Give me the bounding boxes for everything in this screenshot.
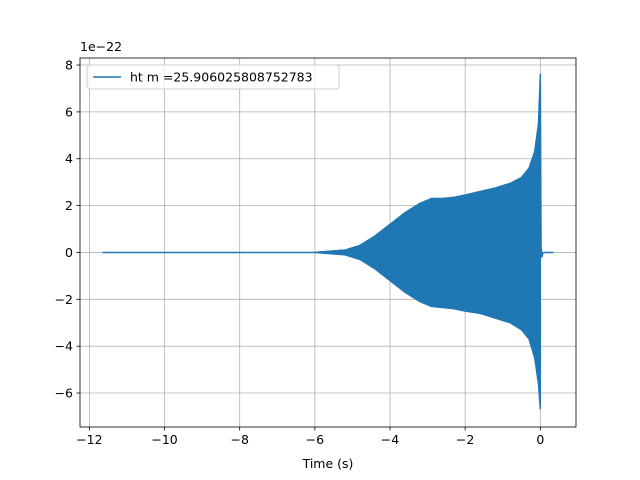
y-tick-label: 6	[65, 104, 73, 119]
x-tick-label: −2	[456, 432, 474, 447]
series-layer	[102, 73, 554, 410]
series-line	[102, 73, 554, 410]
legend-box	[86, 64, 340, 90]
plot-area	[102, 73, 554, 410]
x-tick-label: 0	[536, 432, 544, 447]
y-tick-label: 2	[65, 198, 73, 213]
y-tick-label: 4	[65, 151, 73, 166]
x-tick-label: −8	[230, 432, 248, 447]
plot-frame	[79, 57, 577, 428]
x-tick-label: −6	[306, 432, 324, 447]
x-tick-label: −10	[151, 432, 177, 447]
x-axis-label: Time (s)	[302, 456, 354, 471]
y-axis: −6 −4 −2 0 2 4 6 8	[55, 58, 80, 401]
x-axis: −12 −10 −8 −6 −4 −2 0	[76, 427, 544, 447]
legend: ht m =25.906025808752783	[86, 64, 340, 90]
x-tick-label: −4	[381, 432, 399, 447]
y-offset-text: 1e−22	[80, 39, 122, 54]
y-tick-label: −2	[55, 292, 73, 307]
y-tick-label: −6	[55, 386, 73, 401]
y-tick-label: 0	[65, 245, 73, 260]
x-tick-label: −12	[76, 432, 102, 447]
y-tick-label: −4	[55, 339, 73, 354]
y-tick-label: 8	[65, 58, 73, 73]
legend-label: ht m =25.906025808752783	[130, 70, 313, 85]
